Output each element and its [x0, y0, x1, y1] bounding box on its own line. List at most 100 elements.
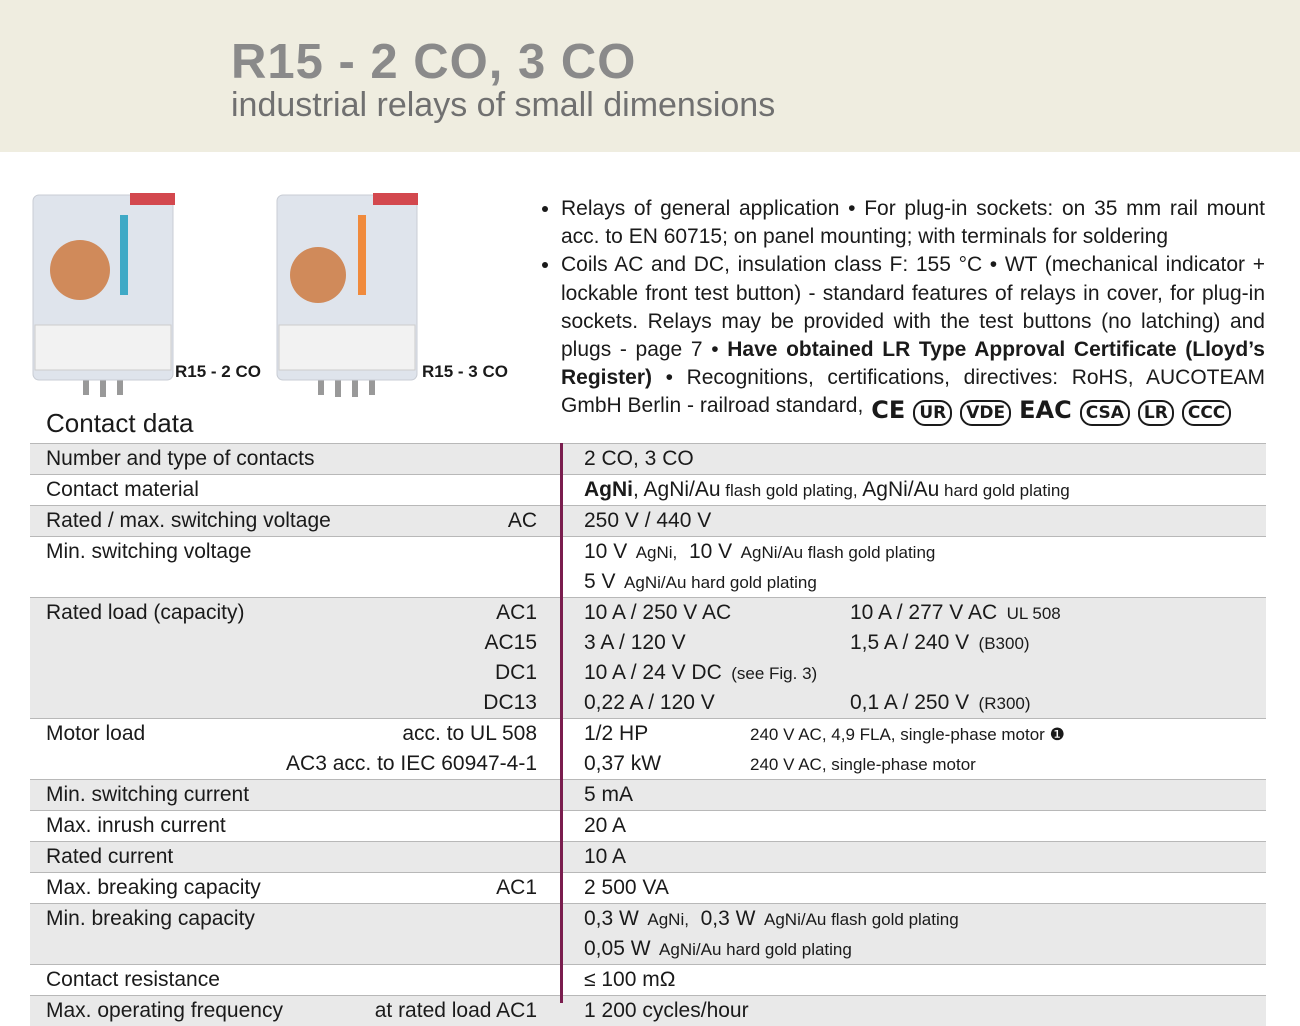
text: AgNi/Au — [857, 478, 940, 501]
text: , AgNi/Au — [633, 478, 721, 501]
table-line: Max. inrush current 20 A — [30, 811, 1266, 841]
value-cell: 0,22 A / 120 V — [584, 688, 715, 718]
row-label: Rated / max. switching voltage — [46, 509, 331, 532]
value-cell: 240 V AC, single-phase motor — [750, 749, 976, 780]
value-cell: 5 mA — [584, 780, 633, 810]
product-caption: R15 - 2 CO — [175, 362, 261, 381]
value-cell: 0,1 A / 250 V (R300) — [850, 688, 1031, 719]
table-row: Motor load acc. to UL 508 1/2 HP 240 V AC, … — [30, 718, 1266, 779]
small-text: AgNi/Au hard gold plating — [615, 573, 817, 592]
text: • Recognitions, certifications, directiv… — [561, 366, 1265, 418]
row-label: Max. inrush current — [46, 814, 226, 837]
condition: AC3 acc. to IEC 60947-4-1 — [286, 752, 537, 775]
text: ≤ 100 mΩ — [584, 968, 676, 991]
small-text: hard gold plating — [939, 481, 1070, 500]
value-cell: 0,37 kW — [584, 749, 661, 779]
subtitle: industrial relays of small dimensions — [231, 86, 776, 124]
small-text: (R300) — [969, 694, 1031, 713]
value-cell: 5 V AgNi/Au hard gold plating — [584, 567, 817, 598]
section-title: Contact data — [46, 408, 194, 438]
small-text: ❶ — [1049, 725, 1065, 744]
table-line: DC1 10 A / 24 V DC (see Fig. 3) — [30, 658, 1266, 688]
value-cell: 250 V / 440 V — [584, 506, 711, 536]
value-cell: 1,5 A / 240 V (B300) — [850, 628, 1030, 659]
bold-text: AgNi — [584, 478, 633, 501]
value-cell: 10 A / 250 V AC — [584, 598, 731, 628]
certification-mark: UR — [913, 400, 953, 427]
table-row: Min. switching current 5 mA — [30, 779, 1266, 810]
table-line: Number and type of contacts 2 CO, 3 CO — [30, 444, 1266, 474]
table-line: Min. breaking capacity 0,3 W AgNi, 0,3 W … — [30, 904, 1266, 934]
text: 20 A — [584, 814, 627, 837]
value-cell: 10 A / 24 V DC (see Fig. 3) — [584, 658, 817, 689]
small-text: AgNi/Au hard gold plating — [650, 940, 852, 959]
row-label: Contact resistance — [46, 968, 220, 991]
value-cell: ≤ 100 mΩ — [584, 965, 675, 995]
small-text: 240 V AC, single-phase motor — [750, 755, 976, 774]
small-text: AgNi, — [627, 543, 678, 562]
table-line: Motor load acc. to UL 508 1/2 HP 240 V AC, … — [30, 719, 1266, 749]
small-text: 240 V AC, 4,9 FLA, single-phase motor — [750, 725, 1050, 744]
table-line: Min. switching current 5 mA — [30, 780, 1266, 810]
value-cell: 0,3 W AgNi, 0,3 W AgNi/Au flash gold pla… — [584, 904, 959, 935]
small-text: AgNi/Au flash gold plating — [732, 543, 936, 562]
text: 0,37 kW — [584, 752, 662, 775]
certification-mark: CCC — [1181, 400, 1232, 427]
table-line: 0,05 W AgNi/Au hard gold plating — [30, 934, 1266, 964]
table-row: Contact resistance ≤ 100 mΩ — [30, 964, 1266, 995]
row-label: Min. breaking capacity — [46, 907, 255, 930]
datasheet-page: R15 - 2 CO, 3 CO industrial relays of sm… — [0, 0, 1300, 1001]
row-label: Min. switching current — [46, 783, 250, 806]
text: 0,1 A / 250 V — [850, 691, 970, 714]
column-divider — [560, 443, 563, 1003]
text: 0,05 W — [584, 937, 651, 960]
row-label: Rated current — [46, 845, 174, 868]
text: 0,22 A / 120 V — [584, 691, 715, 714]
table-line: Contact material AgNi, AgNi/Au flash gold… — [30, 475, 1266, 505]
table-line: Rated load (capacity) AC1 10 A / 250 V AC 1… — [30, 598, 1266, 628]
value-cell: 0,05 W AgNi/Au hard gold plating — [584, 934, 852, 965]
condition: AC — [507, 509, 537, 532]
row-label: Contact material — [46, 478, 199, 501]
text: Relays of general application • For plug… — [561, 197, 1265, 249]
text: 0,3 W — [688, 907, 756, 930]
table-row: Min. switching voltage 10 V AgNi, 10 V Ag… — [30, 536, 1266, 597]
value-cell: AgNi, AgNi/Au flash gold plating, AgNi/A… — [584, 475, 1070, 506]
table-row: Max. inrush current 20 A — [30, 810, 1266, 841]
text: 10 V — [677, 540, 733, 563]
text: 1,5 A / 240 V — [850, 631, 970, 654]
small-text: (B300) — [969, 634, 1030, 653]
value-cell: 2 CO, 3 CO — [584, 444, 694, 474]
condition: AC1 — [496, 601, 537, 624]
table-row: Rated load (capacity) AC1 10 A / 250 V AC 1… — [30, 597, 1266, 718]
table-line: Rated current 10 A — [30, 842, 1266, 872]
table-row: Min. breaking capacity 0,3 W AgNi, 0,3 W … — [30, 903, 1266, 964]
relay-2co — [32, 193, 175, 397]
table-line: Min. switching voltage 10 V AgNi, 10 V Ag… — [30, 537, 1266, 567]
feature-list: Relays of general application • For plug… — [545, 195, 1265, 427]
text: 10 A / 277 V AC — [850, 601, 998, 624]
row-label: Min. switching voltage — [46, 540, 252, 563]
text: 2 CO, 3 CO — [584, 447, 694, 470]
row-label: Max. breaking capacity — [46, 876, 261, 899]
header-band: R15 - 2 CO, 3 CO industrial relays of sm… — [0, 0, 1300, 152]
product-images — [32, 193, 418, 397]
text: 2 500 VA — [584, 876, 669, 899]
text: 10 V — [584, 540, 628, 563]
table-row: Max. breaking capacity AC1 2 500 VA — [30, 872, 1266, 903]
feature-item: Relays of general application • For plug… — [561, 195, 1265, 251]
condition: acc. to UL 508 — [402, 722, 537, 745]
certification-mark: EAC — [1019, 396, 1072, 425]
small-text: flash gold plating, — [720, 481, 858, 500]
certification-mark: CSA — [1079, 400, 1130, 427]
condition: DC13 — [483, 691, 537, 714]
table-line: 5 V AgNi/Au hard gold plating — [30, 567, 1266, 597]
text: 1/2 HP — [584, 722, 649, 745]
value-cell: 2 500 VA — [584, 873, 669, 903]
text: 5 mA — [584, 783, 634, 806]
text: 10 A — [584, 845, 627, 868]
value-cell: 20 A — [584, 811, 626, 841]
certification-mark: CE — [871, 396, 906, 425]
table-row: Rated current 10 A — [30, 841, 1266, 872]
row-label: Motor load — [46, 722, 146, 745]
